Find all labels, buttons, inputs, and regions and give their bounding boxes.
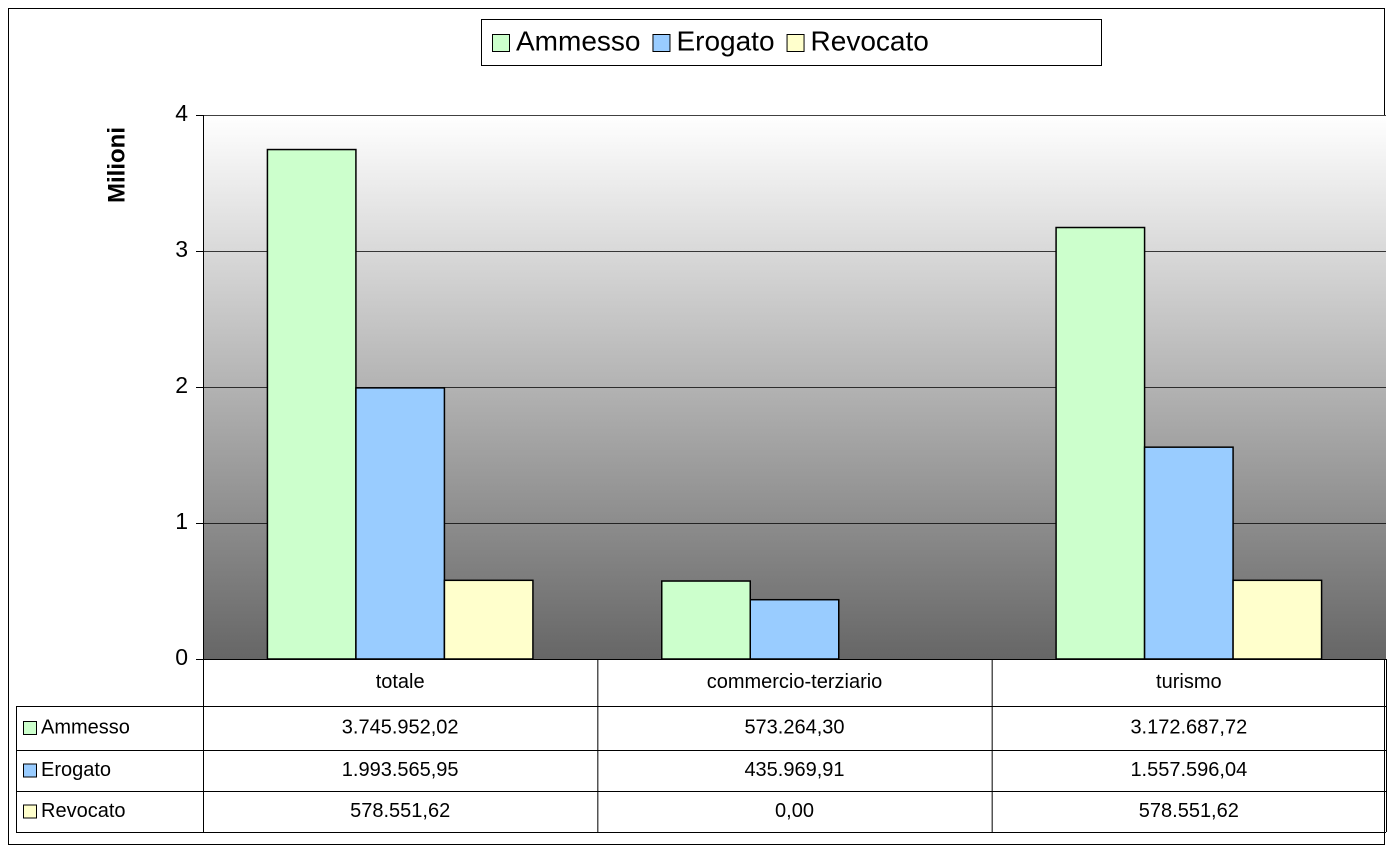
y-tick-label: 3 bbox=[175, 236, 188, 262]
y-tick-label: 2 bbox=[175, 372, 188, 398]
legend-label: Ammesso bbox=[41, 716, 130, 738]
legend-key bbox=[23, 804, 37, 819]
data-label: 3.745.952,02 bbox=[342, 716, 459, 738]
legend-label: Revocato bbox=[41, 800, 126, 822]
x-tick-label: turismo bbox=[1156, 671, 1222, 693]
data-label: 1.993.565,95 bbox=[342, 759, 459, 781]
data-label: 578.551,62 bbox=[1139, 800, 1239, 822]
legend-label: Ammesso bbox=[516, 25, 640, 56]
y-tick-label: 4 bbox=[175, 100, 188, 126]
legend-key bbox=[652, 34, 671, 52]
bar bbox=[661, 580, 751, 660]
legend-label: Revocato bbox=[811, 25, 929, 56]
legend-key bbox=[23, 763, 37, 778]
legend-key bbox=[492, 34, 510, 52]
data-label: 3.172.687,72 bbox=[1130, 716, 1247, 738]
bar bbox=[1143, 446, 1234, 660]
legend-key bbox=[786, 34, 805, 52]
bar bbox=[749, 598, 840, 660]
bar bbox=[1232, 579, 1323, 660]
y-tick-label: 0 bbox=[175, 644, 188, 670]
data-label: 1.557.596,04 bbox=[1130, 759, 1247, 781]
bar bbox=[266, 148, 357, 660]
bar bbox=[1055, 226, 1146, 660]
legend-key bbox=[23, 721, 37, 735]
y-axis-label: Milioni bbox=[103, 127, 130, 203]
x-tick-label: totale bbox=[376, 671, 425, 693]
bar bbox=[355, 387, 446, 660]
y-tick-label: 1 bbox=[175, 508, 188, 534]
bar bbox=[443, 579, 534, 660]
legend-label: Erogato bbox=[676, 25, 774, 56]
data-label: 435.969,91 bbox=[744, 759, 844, 781]
legend-label: Erogato bbox=[41, 759, 111, 781]
data-label: 578.551,62 bbox=[350, 800, 450, 822]
data-label: 573.264,30 bbox=[744, 716, 844, 738]
data-label: 0,00 bbox=[775, 800, 814, 822]
x-tick-label: commercio-terziario bbox=[707, 671, 883, 693]
